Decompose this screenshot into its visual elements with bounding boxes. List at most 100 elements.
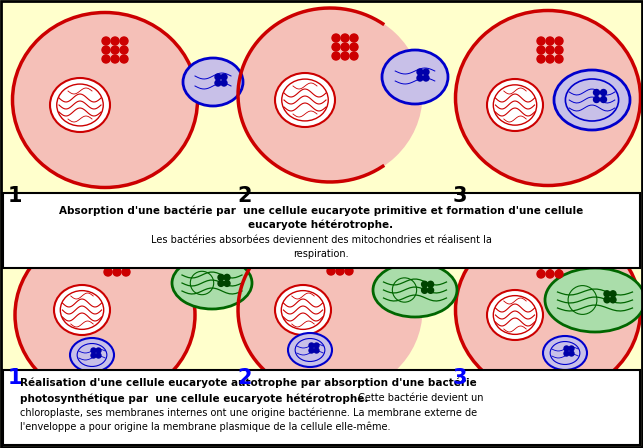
- Circle shape: [91, 353, 96, 358]
- Ellipse shape: [543, 336, 587, 370]
- Text: Absorption d'une bactérie par  une cellule eucaryote primitive et formation d'un: Absorption d'une bactérie par une cellul…: [59, 205, 583, 215]
- Circle shape: [546, 270, 554, 278]
- Circle shape: [610, 291, 616, 297]
- Circle shape: [221, 80, 227, 86]
- Ellipse shape: [554, 70, 630, 130]
- Circle shape: [314, 343, 319, 348]
- Circle shape: [102, 55, 110, 63]
- Circle shape: [422, 281, 428, 287]
- Circle shape: [537, 55, 545, 63]
- Ellipse shape: [15, 230, 195, 400]
- Circle shape: [102, 37, 110, 45]
- FancyBboxPatch shape: [3, 193, 640, 268]
- Circle shape: [601, 90, 606, 95]
- Circle shape: [569, 346, 574, 351]
- Circle shape: [215, 74, 221, 80]
- Circle shape: [537, 37, 545, 45]
- Text: Réalisation d'une cellule eucaryote autotrophe par absorption d'une bactérie: Réalisation d'une cellule eucaryote auto…: [20, 378, 476, 388]
- Circle shape: [91, 348, 96, 353]
- Circle shape: [417, 69, 423, 75]
- Circle shape: [537, 270, 545, 278]
- Circle shape: [537, 252, 545, 260]
- Circle shape: [104, 250, 112, 258]
- Circle shape: [221, 74, 227, 80]
- Circle shape: [224, 274, 230, 280]
- Circle shape: [423, 75, 429, 81]
- Text: Les bactéries absorbées deviennent des mitochondries et réalisent la: Les bactéries absorbées deviennent des m…: [150, 235, 491, 245]
- Ellipse shape: [382, 50, 448, 104]
- Text: 1: 1: [8, 368, 23, 388]
- Ellipse shape: [237, 224, 422, 396]
- Circle shape: [350, 52, 358, 60]
- Circle shape: [314, 348, 319, 353]
- Text: respiration.: respiration.: [293, 249, 349, 259]
- Ellipse shape: [275, 285, 331, 335]
- Circle shape: [593, 90, 599, 95]
- Circle shape: [327, 249, 335, 257]
- Circle shape: [113, 268, 121, 276]
- Ellipse shape: [455, 10, 640, 185]
- Circle shape: [537, 46, 545, 54]
- Text: 3: 3: [453, 368, 467, 388]
- Ellipse shape: [487, 79, 543, 131]
- Circle shape: [332, 34, 340, 42]
- Circle shape: [113, 250, 121, 258]
- Ellipse shape: [545, 268, 643, 332]
- Circle shape: [345, 258, 353, 266]
- Circle shape: [350, 43, 358, 51]
- Circle shape: [309, 343, 314, 348]
- Ellipse shape: [275, 73, 335, 127]
- Circle shape: [111, 37, 119, 45]
- Circle shape: [428, 287, 433, 293]
- Circle shape: [111, 46, 119, 54]
- Circle shape: [327, 258, 335, 266]
- Text: 1: 1: [8, 186, 23, 206]
- Circle shape: [102, 46, 110, 54]
- Text: eucaryote hétérotrophe.: eucaryote hétérotrophe.: [248, 220, 394, 231]
- Circle shape: [564, 351, 569, 356]
- Circle shape: [546, 55, 554, 63]
- Circle shape: [218, 280, 224, 286]
- Circle shape: [120, 55, 128, 63]
- Circle shape: [104, 268, 112, 276]
- Ellipse shape: [54, 285, 110, 335]
- Circle shape: [555, 261, 563, 269]
- Ellipse shape: [288, 333, 332, 367]
- FancyBboxPatch shape: [3, 370, 640, 445]
- Circle shape: [341, 34, 349, 42]
- Text: photosynthétique par  une cellule eucaryote hétérotrophe.: photosynthétique par une cellule eucaryo…: [20, 393, 368, 404]
- Circle shape: [546, 37, 554, 45]
- Circle shape: [122, 259, 130, 267]
- Circle shape: [546, 261, 554, 269]
- Circle shape: [350, 34, 358, 42]
- Circle shape: [546, 252, 554, 260]
- Circle shape: [341, 43, 349, 51]
- Circle shape: [546, 46, 554, 54]
- Circle shape: [113, 259, 121, 267]
- Circle shape: [423, 69, 429, 75]
- Circle shape: [604, 291, 610, 297]
- Ellipse shape: [373, 263, 457, 317]
- Circle shape: [336, 267, 344, 275]
- Circle shape: [104, 259, 112, 267]
- Text: chloroplaste, ses membranes internes ont une origine bactérienne. La membrane ex: chloroplaste, ses membranes internes ont…: [20, 408, 477, 418]
- Circle shape: [224, 280, 230, 286]
- Ellipse shape: [12, 13, 197, 188]
- Circle shape: [555, 37, 563, 45]
- Text: 2: 2: [237, 186, 251, 206]
- Ellipse shape: [487, 290, 543, 340]
- Circle shape: [96, 348, 101, 353]
- Circle shape: [341, 52, 349, 60]
- Text: 3: 3: [453, 186, 467, 206]
- Circle shape: [537, 261, 545, 269]
- Circle shape: [604, 297, 610, 303]
- Text: l'enveloppe a pour origine la membrane plasmique de la cellule elle-même.: l'enveloppe a pour origine la membrane p…: [20, 422, 390, 432]
- Circle shape: [336, 249, 344, 257]
- Circle shape: [336, 258, 344, 266]
- Circle shape: [120, 46, 128, 54]
- Circle shape: [122, 268, 130, 276]
- Circle shape: [327, 267, 335, 275]
- Circle shape: [555, 270, 563, 278]
- Circle shape: [122, 250, 130, 258]
- Circle shape: [593, 96, 599, 103]
